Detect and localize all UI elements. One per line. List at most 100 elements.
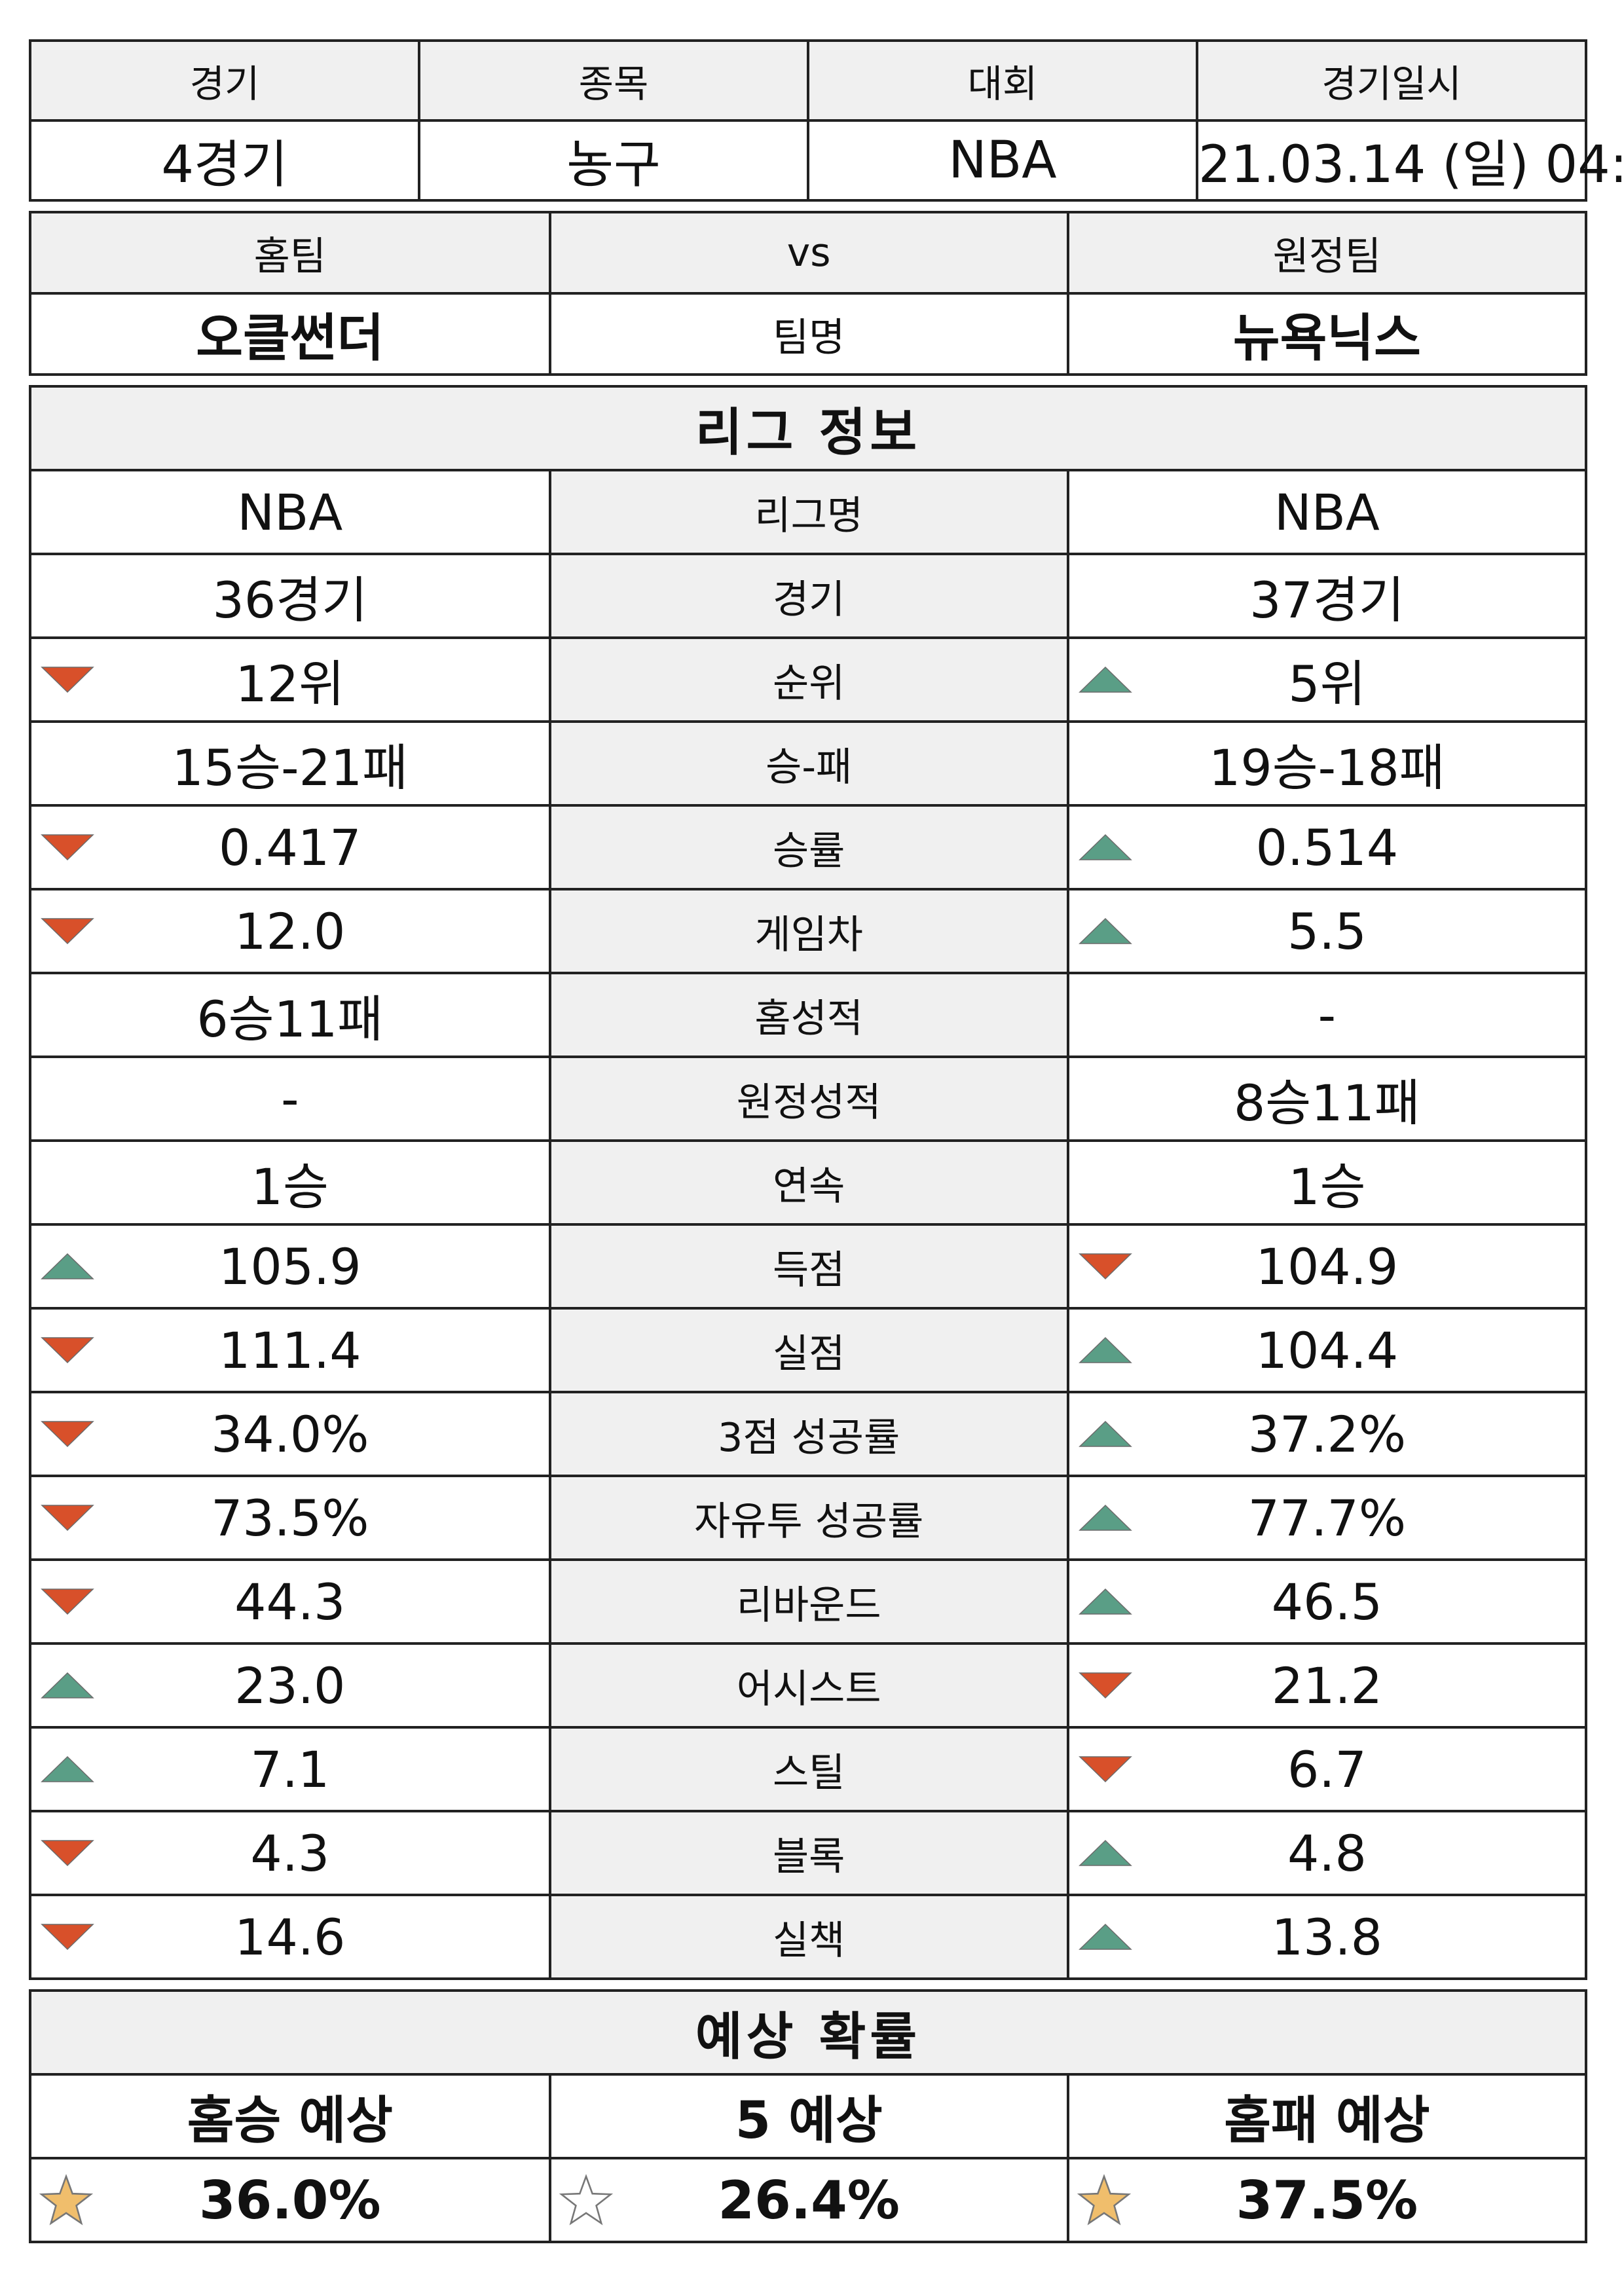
- star-filled-icon: [1077, 2174, 1131, 2226]
- home-stat-value: 7.1: [29, 1726, 551, 1812]
- home-stat-text: 105.9: [219, 1237, 361, 1296]
- away-stat-text: NBA: [1274, 483, 1380, 542]
- stat-label: 게임차: [548, 888, 1069, 974]
- away-stat-text: 104.9: [1255, 1237, 1399, 1296]
- away-stat-value: 4.8: [1066, 1810, 1588, 1896]
- away-stat-value: NBA: [1066, 469, 1588, 555]
- stat-row: 4.3 블록 4.8: [29, 1810, 1588, 1896]
- stat-row: 12위 순위 5위: [29, 636, 1588, 723]
- home-stat-text: -: [281, 1069, 299, 1128]
- away-stat-text: 37경기: [1249, 571, 1405, 629]
- handicap-probability: 26.4%: [548, 2157, 1069, 2243]
- star-empty-icon: [559, 2174, 613, 2226]
- away-stat-value: 8승11패: [1066, 1056, 1588, 1142]
- trend-up-icon: [41, 1253, 94, 1279]
- trend-up-icon: [1078, 1420, 1132, 1447]
- away-stat-text: 1승: [1288, 1158, 1366, 1216]
- away-stat-value: -: [1066, 972, 1588, 1058]
- trend-down-icon: [41, 1337, 94, 1364]
- away-stat-text: 0.514: [1255, 818, 1399, 877]
- stat-label: 승률: [548, 804, 1069, 890]
- stat-row: 7.1 스틸 6.7: [29, 1726, 1588, 1812]
- home-stat-value: 36경기: [29, 553, 551, 639]
- home-loss-label: 홈패 예상: [1066, 2073, 1588, 2159]
- away-stat-text: 21.2: [1271, 1656, 1382, 1715]
- stat-row: 15승-21패 승-패 19승-18패: [29, 720, 1588, 807]
- trend-up-icon: [1078, 1839, 1132, 1866]
- away-stat-text: -: [1318, 985, 1337, 1044]
- trend-down-icon: [41, 1588, 94, 1615]
- vs-label: vs: [548, 211, 1069, 295]
- stat-label: 3점 성공률: [548, 1391, 1069, 1477]
- home-stat-text: 0.417: [219, 818, 361, 877]
- stat-row: 73.5% 자유투 성공률 77.7%: [29, 1475, 1588, 1561]
- stat-label: 원정성적: [548, 1056, 1069, 1142]
- handicap-label: 5 예상: [548, 2073, 1069, 2159]
- home-stat-text: NBA: [237, 483, 343, 542]
- away-stat-value: 37경기: [1066, 553, 1588, 639]
- trend-down-icon: [41, 1505, 94, 1532]
- stat-label: 경기: [548, 553, 1069, 639]
- stat-label: 자유투 성공률: [548, 1475, 1069, 1561]
- away-stat-value: 46.5: [1066, 1558, 1588, 1645]
- trend-down-icon: [41, 1421, 94, 1448]
- trend-up-icon: [1078, 666, 1132, 693]
- home-stat-value: 1승: [29, 1139, 551, 1226]
- stat-label: 실책: [548, 1894, 1069, 1980]
- home-stat-text: 73.5%: [211, 1488, 369, 1547]
- trend-up-icon: [41, 1755, 94, 1782]
- away-stat-text: 5위: [1288, 655, 1366, 713]
- home-stat-text: 6승11패: [196, 990, 384, 1048]
- stat-row: - 원정성적 8승11패: [29, 1056, 1588, 1142]
- league-stats-table: 리그 정보 NBA 리그명 NBA 36경기 경기 37경기 12위 순위 5위 15승-21패 승…: [29, 385, 1588, 1980]
- stat-label: 스틸: [548, 1726, 1069, 1812]
- home-stat-text: 12위: [235, 655, 345, 713]
- home-stat-value: 34.0%: [29, 1391, 551, 1477]
- stat-label: 실점: [548, 1307, 1069, 1393]
- away-stat-text: 104.4: [1255, 1321, 1399, 1380]
- star-filled-icon: [39, 2174, 94, 2226]
- trend-down-icon: [1078, 1756, 1132, 1783]
- stat-label: 블록: [548, 1810, 1069, 1896]
- stat-row: NBA 리그명 NBA: [29, 469, 1588, 555]
- home-stat-value: 4.3: [29, 1810, 551, 1896]
- stat-label: 순위: [548, 636, 1069, 723]
- header-datetime: 경기일시: [1196, 39, 1587, 122]
- away-stat-text: 46.5: [1271, 1572, 1382, 1631]
- away-stat-value: 0.514: [1066, 804, 1588, 890]
- home-loss-value: 37.5%: [1236, 2169, 1418, 2231]
- stat-row: 0.417 승률 0.514: [29, 804, 1588, 890]
- away-stat-value: 19승-18패: [1066, 720, 1588, 807]
- home-stat-text: 14.6: [234, 1907, 346, 1966]
- away-stat-text: 13.8: [1271, 1907, 1382, 1966]
- match-summary-table: 경기 종목 대회 경기일시 4경기 농구 NBA 21.03.14 (일) 04…: [29, 39, 1624, 202]
- home-stat-text: 4.3: [250, 1824, 330, 1882]
- home-stat-value: 23.0: [29, 1642, 551, 1729]
- stat-label: 홈성적: [548, 972, 1069, 1058]
- stat-row: 6승11패 홈성적 -: [29, 972, 1588, 1058]
- home-stat-value: 73.5%: [29, 1475, 551, 1561]
- stat-row: 14.6 실책 13.8: [29, 1894, 1588, 1980]
- stat-label: 연속: [548, 1139, 1069, 1226]
- stat-row: 12.0 게임차 5.5: [29, 888, 1588, 974]
- home-loss-probability: 37.5%: [1066, 2157, 1588, 2243]
- away-stat-text: 5.5: [1287, 902, 1367, 961]
- trend-down-icon: [41, 1924, 94, 1951]
- home-win-label: 홈승 예상: [29, 2073, 551, 2159]
- match-info-sheet: 경기 종목 대회 경기일시 4경기 농구 NBA 21.03.14 (일) 04…: [29, 39, 1624, 2243]
- home-stat-value: NBA: [29, 469, 551, 555]
- home-stat-text: 23.0: [234, 1656, 346, 1715]
- datetime-value: 21.03.14 (일) 04:00: [1196, 119, 1624, 202]
- trend-down-icon: [1078, 1672, 1132, 1699]
- trend-up-icon: [1078, 834, 1132, 860]
- home-win-value: 36.0%: [199, 2169, 381, 2231]
- trend-down-icon: [41, 1840, 94, 1867]
- home-stat-text: 111.4: [219, 1321, 361, 1380]
- home-stat-text: 15승-21패: [172, 739, 409, 797]
- home-team-label: 홈팀: [29, 211, 551, 295]
- competition-value: NBA: [807, 119, 1198, 202]
- stat-row: 34.0% 3점 성공률 37.2%: [29, 1391, 1588, 1477]
- away-stat-text: 8승11패: [1233, 1074, 1420, 1132]
- home-stat-text: 1승: [251, 1158, 329, 1216]
- home-stat-value: 12.0: [29, 888, 551, 974]
